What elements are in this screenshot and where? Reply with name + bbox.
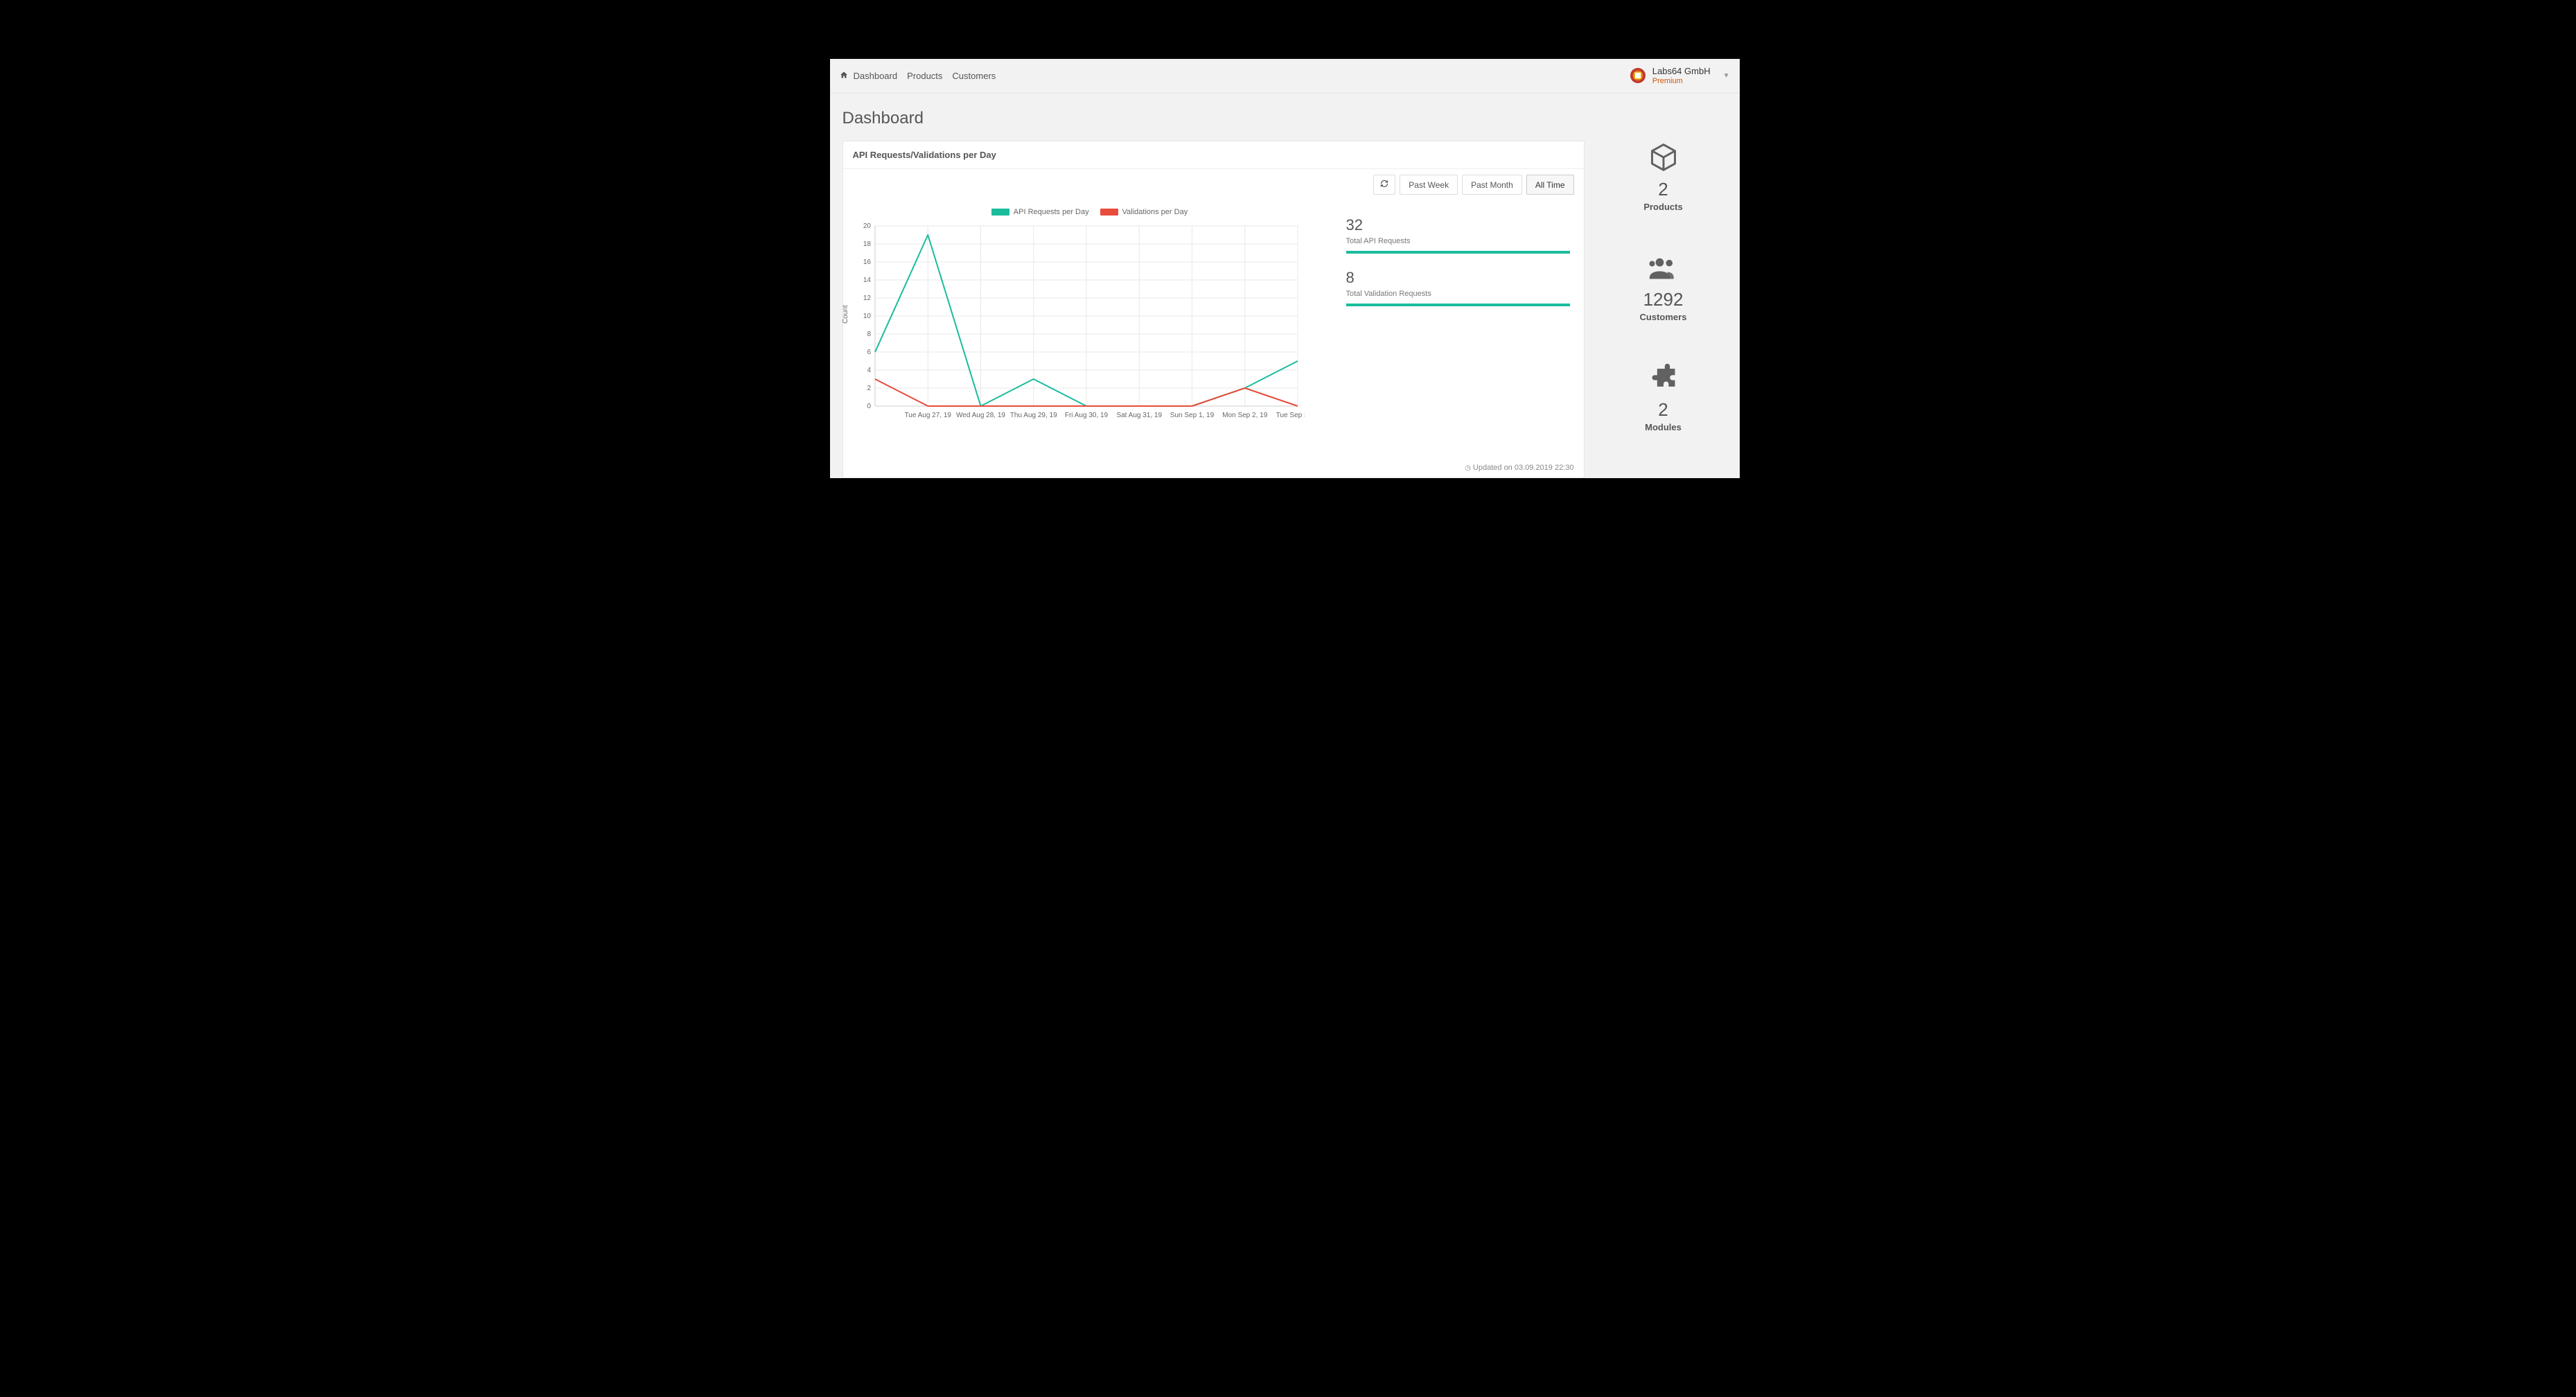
svg-text:2: 2: [867, 385, 871, 392]
tile-products[interactable]: 2 Products: [1587, 142, 1740, 212]
nav-dashboard[interactable]: Dashboard: [854, 71, 898, 81]
sidebar: 2 Products 1292 Customers 2 Modules: [1587, 94, 1740, 478]
svg-text:Tue Aug 27, 19: Tue Aug 27, 19: [904, 412, 951, 419]
tile-label: Modules: [1587, 422, 1740, 432]
svg-text:Wed Aug 28, 19: Wed Aug 28, 19: [956, 412, 1005, 419]
legend-label-0: API Requests per Day: [1014, 208, 1089, 216]
range-past-month-button[interactable]: Past Month: [1462, 175, 1522, 195]
svg-text:8: 8: [867, 331, 871, 338]
svg-text:Sat Aug 31, 19: Sat Aug 31, 19: [1116, 412, 1162, 419]
stat-total-api: 32 Total API Requests: [1346, 216, 1570, 254]
svg-text:10: 10: [863, 313, 871, 320]
nav-products[interactable]: Products: [907, 71, 942, 81]
y-axis-label: Count: [842, 305, 849, 324]
tile-customers[interactable]: 1292 Customers: [1587, 252, 1740, 322]
svg-text:12: 12: [863, 295, 871, 302]
svg-text:Mon Sep 2, 19: Mon Sep 2, 19: [1222, 412, 1267, 419]
chart-card: API Requests/Validations per Day Past We…: [843, 141, 1585, 478]
stat-value: 32: [1346, 216, 1570, 234]
app-window: Dashboard Products Customers Labs64 GmbH…: [830, 59, 1740, 478]
stat-value: 8: [1346, 269, 1570, 287]
stat-label: Total Validation Requests: [1346, 290, 1570, 298]
plan-badge: Premium: [1652, 77, 1711, 85]
tile-label: Customers: [1587, 312, 1740, 322]
tile-value: 2: [1587, 399, 1740, 421]
stat-bar: [1346, 251, 1570, 254]
range-all-time-button[interactable]: All Time: [1526, 175, 1574, 195]
chart: API Requests per Day Validations per Day…: [847, 176, 1332, 471]
chevron-down-icon: ▼: [1723, 72, 1730, 80]
tile-label: Products: [1587, 202, 1740, 212]
updated-timestamp: ◷ Updated on 03.09.2019 22:30: [1465, 464, 1573, 472]
puzzle-icon: [1587, 362, 1740, 396]
svg-text:20: 20: [863, 222, 871, 230]
tile-value: 2: [1587, 179, 1740, 200]
stat-bar: [1346, 304, 1570, 306]
updated-text: Updated on 03.09.2019 22:30: [1473, 464, 1574, 472]
svg-text:16: 16: [863, 258, 871, 266]
legend-swatch-0: [991, 209, 1009, 216]
svg-text:Sun Sep 1, 19: Sun Sep 1, 19: [1170, 412, 1214, 419]
svg-text:14: 14: [863, 276, 871, 284]
range-past-week-button[interactable]: Past Week: [1400, 175, 1458, 195]
tile-modules[interactable]: 2 Modules: [1587, 362, 1740, 432]
cube-icon: [1587, 142, 1740, 176]
vendor-logo-icon: [1630, 68, 1646, 83]
svg-text:18: 18: [863, 240, 871, 248]
chart-svg: 0 2 4 6 8 10 12 14 16 18 20 Tue Aug 27, 19 Wed Aug 2…: [847, 219, 1332, 427]
legend-label-1: Validations per Day: [1122, 208, 1188, 216]
svg-text:Thu Aug 29, 19: Thu Aug 29, 19: [1009, 412, 1057, 419]
vendor-name: Labs64 GmbH: [1652, 67, 1711, 76]
clock-icon: ◷: [1465, 464, 1471, 472]
refresh-button[interactable]: [1373, 175, 1395, 195]
legend-swatch-1: [1100, 209, 1118, 216]
svg-text:4: 4: [867, 367, 871, 374]
svg-text:0: 0: [867, 403, 871, 410]
range-toolbar: Past Week Past Month All Time: [1373, 175, 1573, 195]
home-icon[interactable]: [840, 71, 848, 81]
svg-text:Tue Sep 3, 19: Tue Sep 3, 19: [1276, 412, 1304, 419]
page-title: Dashboard: [843, 106, 1587, 141]
svg-text:6: 6: [867, 349, 871, 356]
topbar: Dashboard Products Customers Labs64 GmbH…: [830, 59, 1740, 94]
chart-legend: API Requests per Day Validations per Day: [847, 208, 1332, 216]
stat-label: Total API Requests: [1346, 237, 1570, 245]
nav-customers[interactable]: Customers: [952, 71, 996, 81]
tile-value: 1292: [1587, 289, 1740, 310]
account-menu[interactable]: Labs64 GmbH Premium ▼: [1630, 67, 1730, 85]
stat-total-validation: 8 Total Validation Requests: [1346, 269, 1570, 306]
svg-text:Fri Aug 30, 19: Fri Aug 30, 19: [1064, 412, 1108, 419]
users-icon: [1587, 252, 1740, 286]
card-title: API Requests/Validations per Day: [843, 141, 1584, 169]
